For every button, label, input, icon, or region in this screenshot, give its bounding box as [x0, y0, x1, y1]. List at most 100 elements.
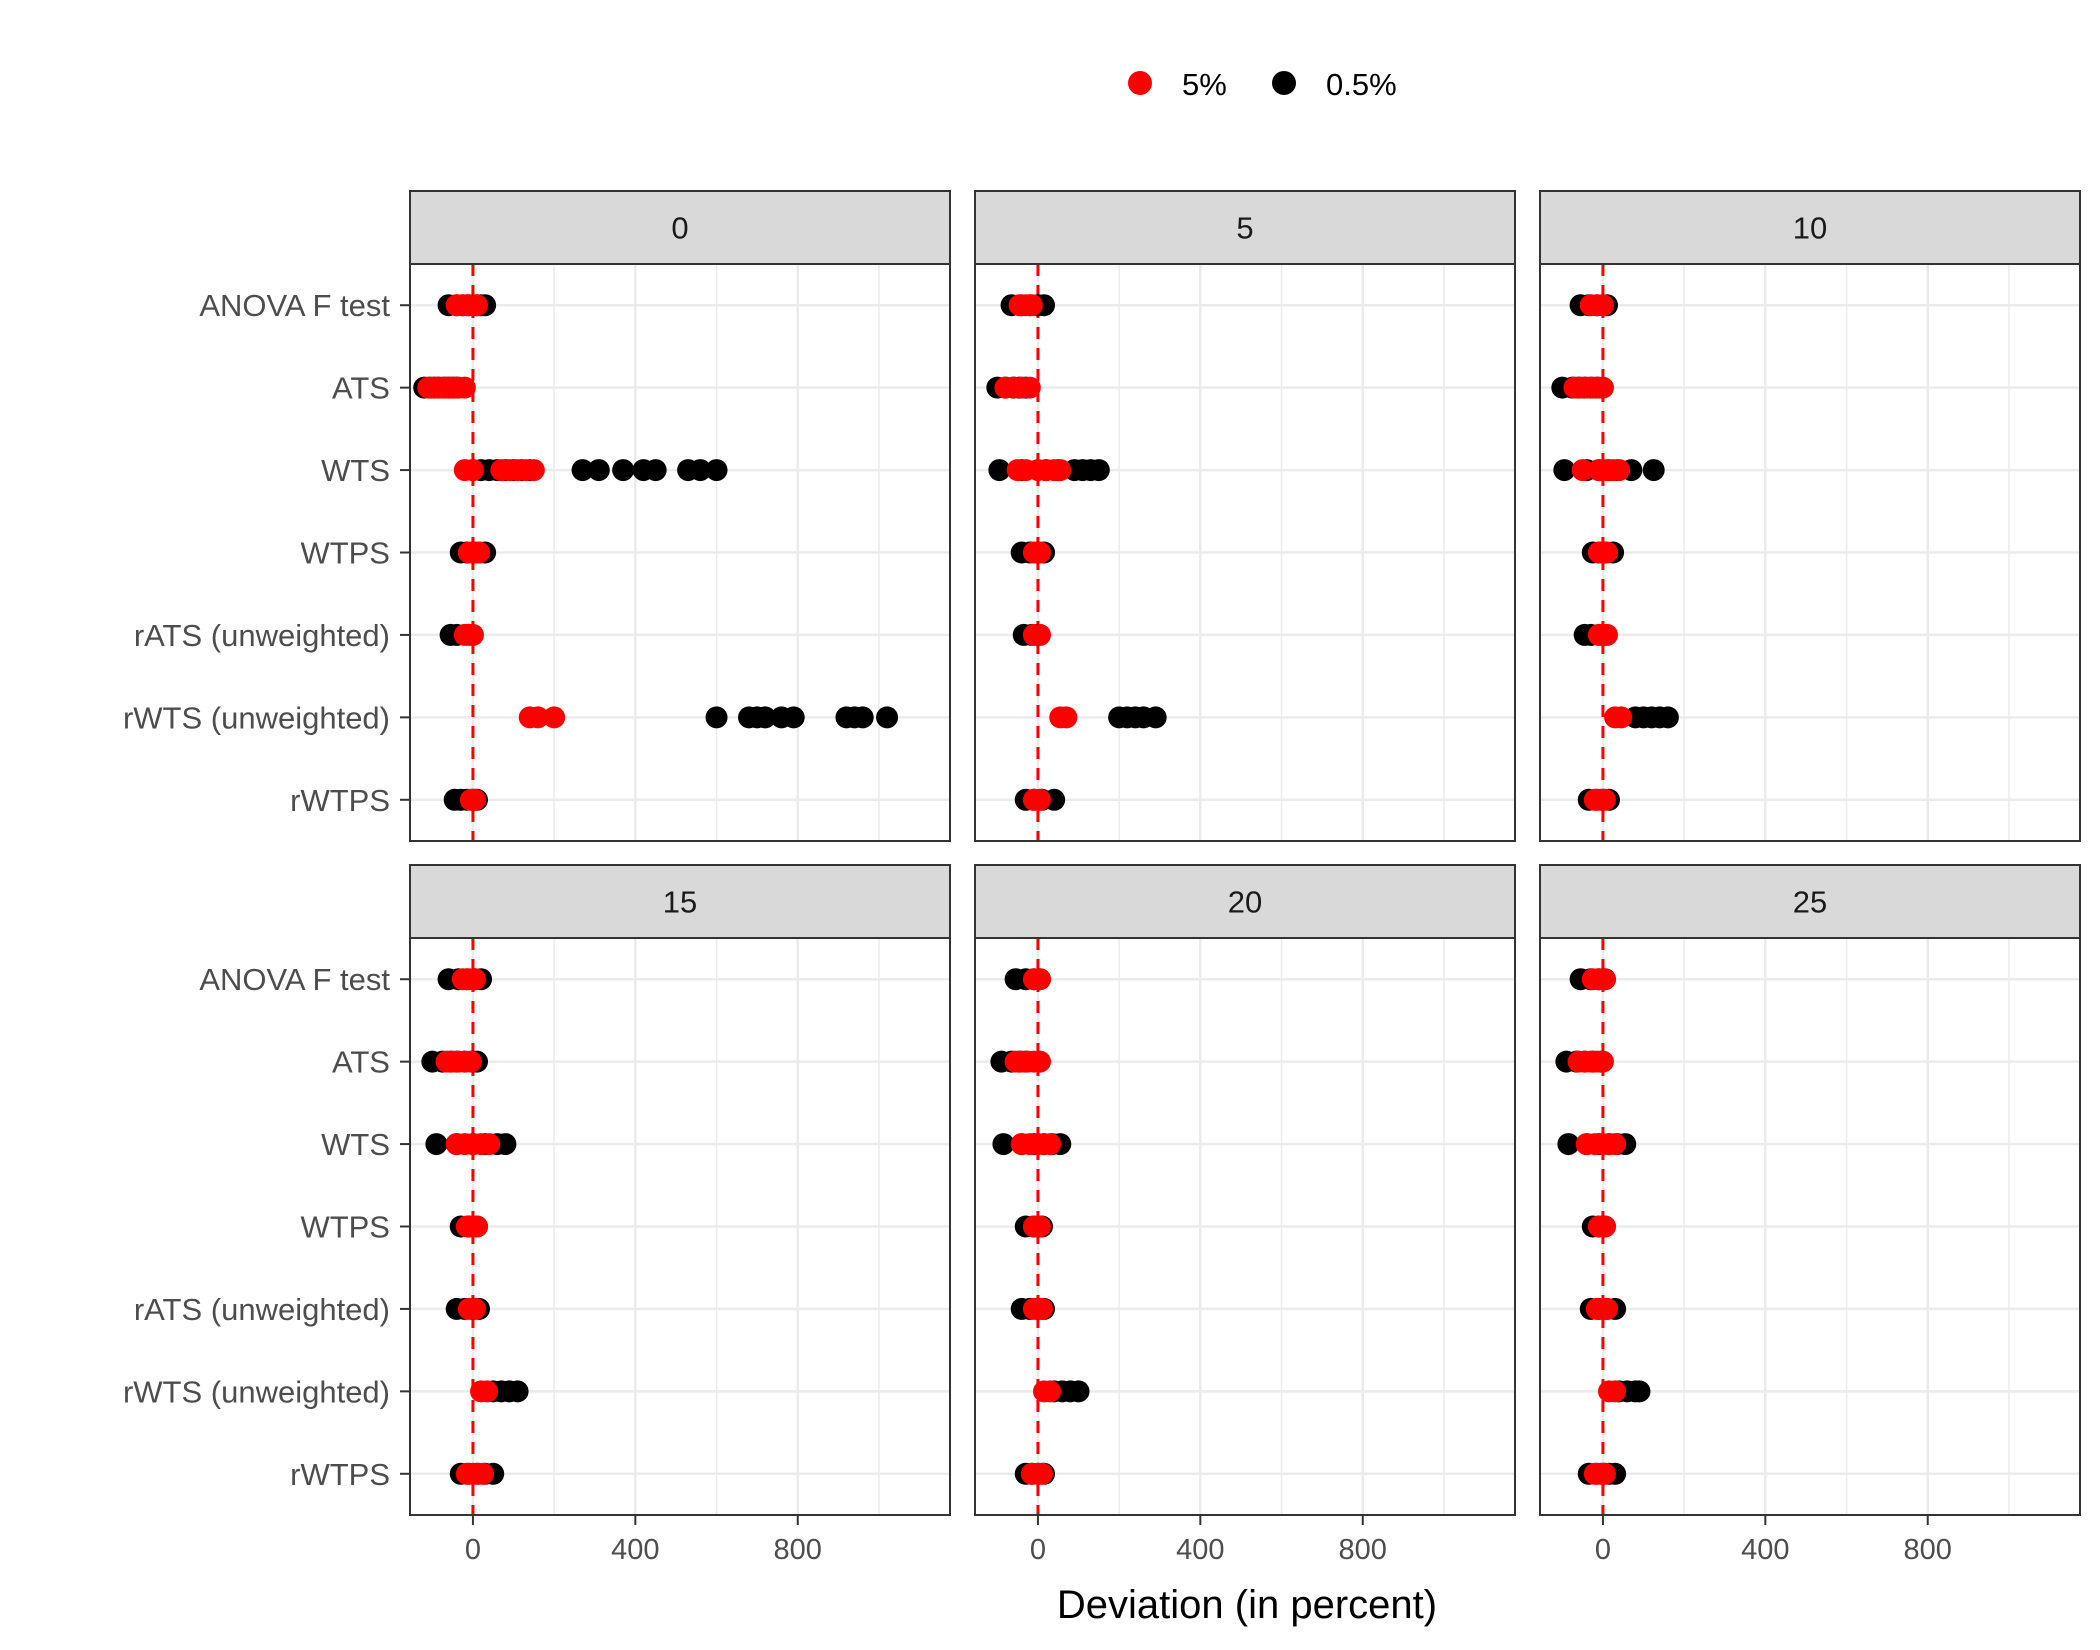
data-point-0-5pct: [1087, 459, 1110, 482]
data-point-0-5pct: [988, 459, 1011, 482]
facet-panel-25: 25 0 400 800: [1539, 864, 2081, 1566]
legend-label-5pct: 5%: [1182, 67, 1227, 102]
x-axis-tick-label: 800: [1904, 1534, 1952, 1566]
data-point-0-5pct: [1553, 459, 1576, 482]
data-point-0-5pct: [1628, 1380, 1651, 1403]
facet-panel-20: 20 0 400 800: [974, 864, 1516, 1566]
data-point-5pct: [476, 1380, 499, 1403]
y-axis-tick-label: WTPS: [300, 1210, 390, 1245]
data-point-0-5pct: [1144, 706, 1167, 729]
facet-strip-label: 15: [663, 885, 697, 920]
data-point-5pct: [1595, 623, 1618, 646]
data-point-5pct: [1028, 788, 1051, 811]
data-point-5pct: [1030, 1462, 1053, 1485]
y-axis-tick-label: rWTS (unweighted): [123, 1374, 390, 1409]
y-axis-tick-label: ANOVA F test: [199, 962, 390, 997]
facet-panel-0: 0 ANOVA F test ATS WTS WTPS rATS (unweighted)…: [123, 190, 951, 842]
facet-strip: [1539, 864, 2081, 939]
facet-strip: [409, 864, 951, 939]
data-point-5pct: [543, 706, 566, 729]
data-point-5pct: [1591, 376, 1614, 399]
data-point-0-5pct: [587, 459, 610, 482]
facet-panel-10: 10: [1539, 190, 2081, 842]
x-axis-tick-label: 800: [774, 1534, 822, 1566]
data-point-5pct: [1593, 788, 1616, 811]
x-axis-title: Deviation (in percent): [1057, 1583, 1437, 1627]
data-point-5pct: [472, 1462, 495, 1485]
facet-strip: [974, 864, 1516, 939]
data-point-5pct: [1028, 968, 1051, 991]
panel-border: [974, 937, 1516, 1516]
data-point-5pct: [1028, 1050, 1051, 1073]
data-point-5pct: [461, 623, 484, 646]
data-point-5pct: [526, 706, 549, 729]
y-axis-tick-label: rWTPS: [290, 1457, 390, 1492]
data-point-5pct: [463, 1297, 486, 1320]
data-point-0-5pct: [1656, 706, 1679, 729]
data-point-5pct: [468, 541, 491, 564]
facet-strip-label: 20: [1228, 885, 1262, 920]
data-point-5pct: [1593, 1215, 1616, 1238]
data-point-5pct: [1030, 1297, 1053, 1320]
facet-panel-15: 15 ANOVA F test ATS WTS WTPS rATS (unweighted…: [123, 864, 951, 1566]
data-point-5pct: [1020, 294, 1043, 317]
facet-panels: 0 ANOVA F test ATS WTS WTPS rATS (unweighted)…: [123, 190, 2081, 1566]
x-axis-tick-label: 800: [1339, 1534, 1387, 1566]
y-axis-tick-label: WTS: [321, 453, 390, 488]
facet-strip-label: 0: [671, 211, 688, 246]
data-point-5pct: [463, 788, 486, 811]
legend: 5% 0.5%: [1128, 67, 1397, 102]
x-axis-tick-label: 400: [1176, 1534, 1224, 1566]
y-axis-tick-label: ANOVA F test: [199, 288, 390, 323]
data-point-5pct: [1028, 541, 1051, 564]
data-point-5pct: [1595, 1297, 1618, 1320]
data-point-5pct: [1039, 1133, 1062, 1156]
data-point-0-5pct: [705, 706, 728, 729]
facet-strip-label: 10: [1793, 211, 1827, 246]
data-point-5pct: [461, 459, 484, 482]
data-point-5pct: [1604, 1133, 1627, 1156]
legend-marker-0-5pct: [1272, 71, 1296, 95]
data-point-0-5pct: [1067, 1380, 1090, 1403]
data-point-5pct: [478, 1133, 501, 1156]
data-point-5pct: [459, 1050, 482, 1073]
x-axis-tick-label: 0: [1595, 1534, 1611, 1566]
data-point-0-5pct: [425, 1133, 448, 1156]
panel-border: [974, 263, 1516, 842]
facet-panel-5: 5: [974, 190, 1516, 842]
data-point-5pct: [1028, 1215, 1051, 1238]
data-point-5pct: [463, 968, 486, 991]
data-point-5pct: [453, 376, 476, 399]
data-point-5pct: [465, 1215, 488, 1238]
data-point-0-5pct: [1557, 1133, 1580, 1156]
data-point-0-5pct: [644, 459, 667, 482]
facet-strip-label: 25: [1793, 885, 1827, 920]
x-axis-tick-label: 0: [1030, 1534, 1046, 1566]
y-axis-tick-label: rATS (unweighted): [134, 618, 390, 653]
data-point-5pct: [1028, 623, 1051, 646]
x-axis-tick-label: 400: [1741, 1534, 1789, 1566]
legend-marker-5pct: [1128, 71, 1152, 95]
data-point-0-5pct: [992, 1133, 1015, 1156]
y-axis-tick-label: ATS: [332, 1045, 390, 1080]
data-point-5pct: [1591, 1050, 1614, 1073]
data-point-5pct: [1591, 294, 1614, 317]
data-point-5pct: [1595, 541, 1618, 564]
y-axis-tick-label: ATS: [332, 371, 390, 406]
data-point-0-5pct: [851, 706, 874, 729]
facet-strip: [409, 190, 951, 265]
y-axis-tick-label: WTS: [321, 1127, 390, 1162]
data-point-0-5pct: [705, 459, 728, 482]
y-axis-tick-label: rATS (unweighted): [134, 1292, 390, 1327]
data-point-0-5pct: [689, 459, 712, 482]
data-point-5pct: [1608, 459, 1631, 482]
x-axis-tick-label: 400: [611, 1534, 659, 1566]
data-point-5pct: [1593, 1462, 1616, 1485]
facet-strip: [974, 190, 1516, 265]
data-point-5pct: [1610, 706, 1633, 729]
x-axis-tick-label: 0: [465, 1534, 481, 1566]
legend-label-0-5pct: 0.5%: [1326, 67, 1397, 102]
data-point-5pct: [522, 459, 545, 482]
data-point-0-5pct: [506, 1380, 529, 1403]
